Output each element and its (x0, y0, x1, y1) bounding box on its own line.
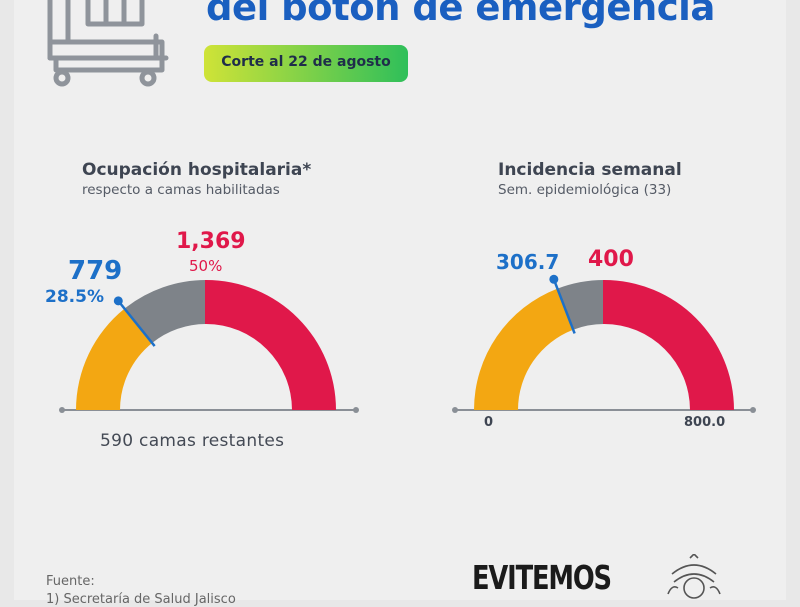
gauge-baseline-end (452, 407, 458, 413)
gauge-band-2 (604, 280, 734, 410)
gauge-value-dot (549, 274, 559, 284)
gauge-band-0 (474, 288, 574, 410)
source-label: Fuente: (46, 574, 95, 589)
incidence-threshold-label: 400 (588, 247, 634, 272)
incidence-title: Incidencia semanal (498, 160, 682, 180)
gauge-value-dot (113, 296, 123, 306)
incidence-max-label: 800.0 (684, 415, 726, 430)
gauge-value-needle (117, 300, 156, 347)
gauge-baseline-end (353, 407, 359, 413)
campaign-logo: EVITEMOS (472, 558, 612, 597)
gauge-band-2 (206, 280, 336, 410)
gauge-baseline-end (59, 407, 65, 413)
incidence-subtitle: Sem. epidemiológica (33) (498, 182, 672, 198)
occupancy-title: Ocupación hospitalaria* (82, 160, 312, 180)
incidence-min-label: 0 (484, 415, 494, 430)
occupancy-threshold-label: 1,369 (176, 229, 246, 254)
gauge-band-0 (76, 308, 153, 410)
page-title: del botón de emergencia (206, 0, 715, 29)
occupancy-threshold-pct: 50% (189, 257, 223, 275)
occupancy-value-label: 779 (68, 256, 123, 286)
occupancy-subtitle: respecto a camas habilitadas (82, 182, 280, 198)
beds-remaining: 590 camas restantes (100, 431, 285, 451)
gauge-value-needle (552, 278, 576, 334)
gauge-baseline-end (750, 407, 756, 413)
date-badge-label: Corte al 22 de agosto (221, 54, 391, 70)
occupancy-value-pct: 28.5% (45, 287, 104, 307)
occupancy-gauge (59, 280, 359, 413)
gauge-band-1 (124, 280, 206, 343)
hospital-bed-icon (47, 0, 169, 87)
seal-icon (667, 554, 721, 599)
date-badge: Corte al 22 de agosto (204, 45, 408, 82)
incidence-value-label: 306.7 (496, 250, 560, 274)
incidence-gauge (452, 274, 756, 413)
